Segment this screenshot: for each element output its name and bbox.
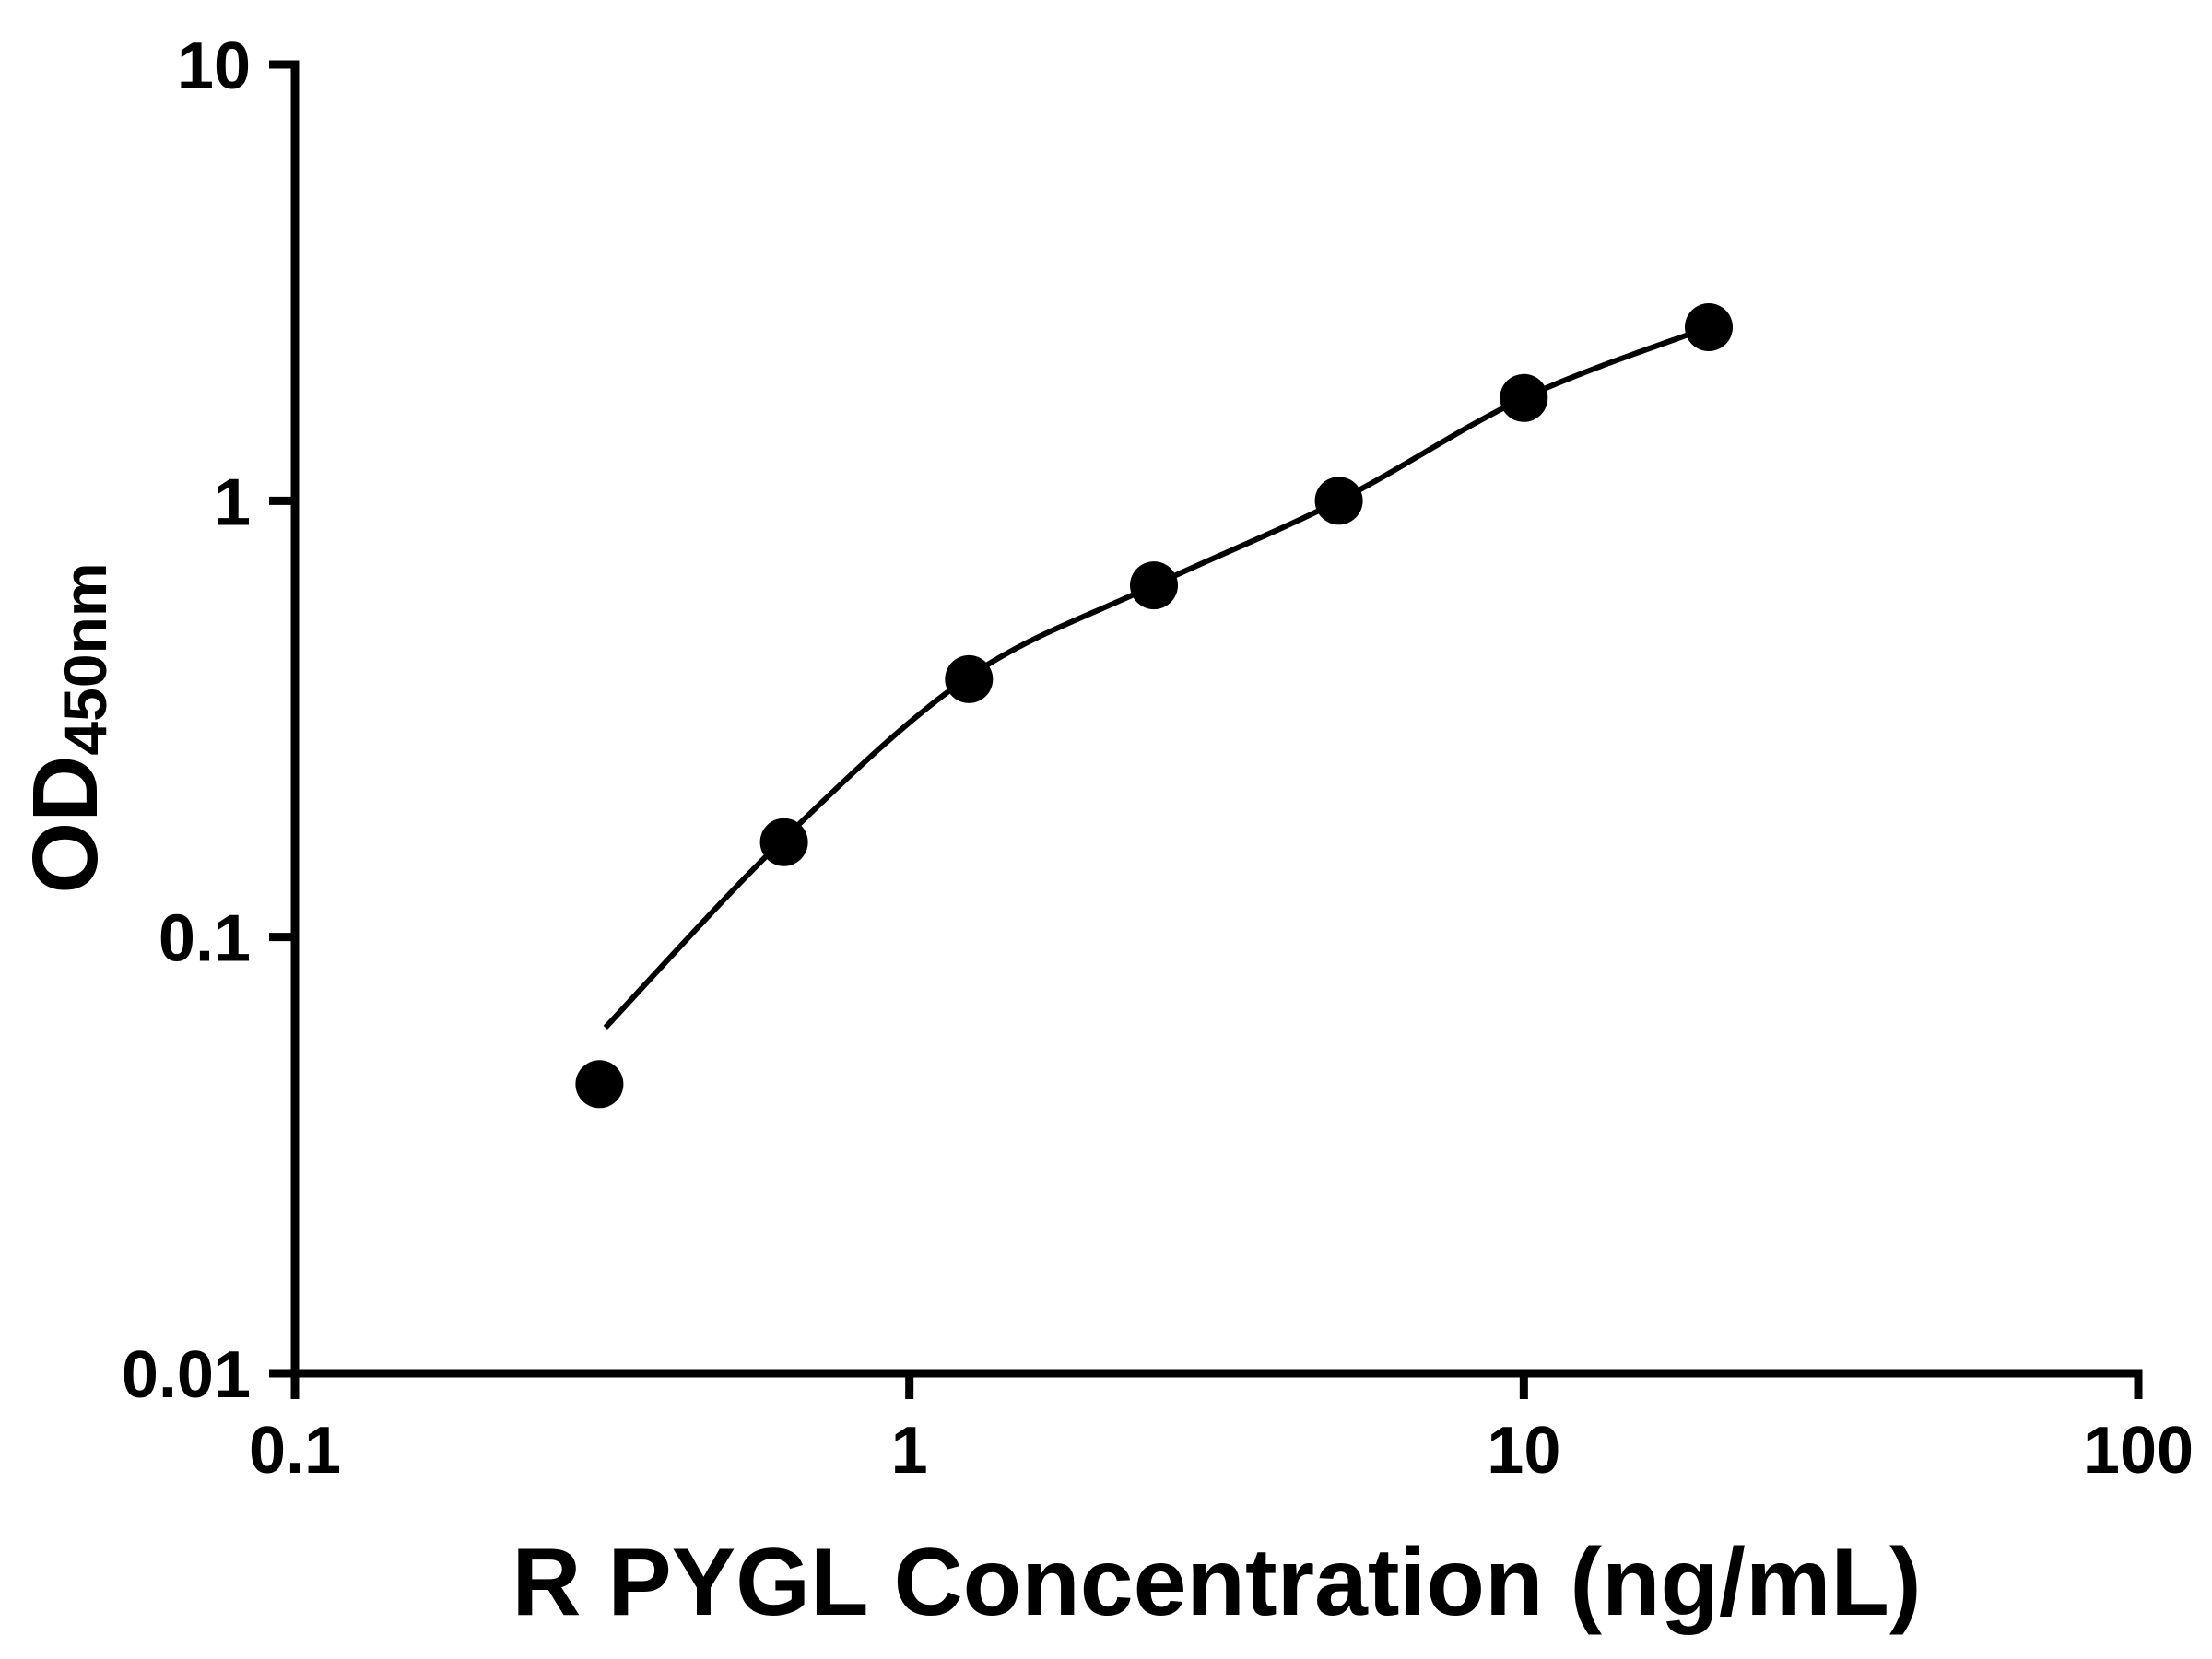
x-tick-label: 100 — [2083, 1414, 2194, 1488]
y-axis-label: OD450nm — [14, 562, 119, 893]
y-tick-label: 0.1 — [159, 902, 251, 976]
axis-ticks — [269, 60, 2143, 1399]
data-point — [759, 818, 808, 866]
y-axis-label-main: OD — [14, 756, 117, 894]
y-tick-label: 1 — [214, 465, 251, 539]
data-point — [945, 654, 994, 703]
y-axis-label-sub: 450nm — [51, 562, 119, 755]
x-tick-label: 10 — [1487, 1414, 1560, 1488]
data-point — [575, 1060, 624, 1109]
data-point — [1314, 477, 1363, 525]
data-point — [1685, 303, 1733, 351]
fit-curve — [603, 324, 1711, 1030]
y-tick-label: 0.01 — [122, 1338, 251, 1412]
data-points — [575, 303, 1733, 1109]
x-tick-label: 1 — [891, 1414, 928, 1488]
data-point — [1130, 561, 1178, 610]
x-axis-label: R PYGL Concentration (ng/mL) — [512, 1529, 1921, 1636]
data-point — [1500, 373, 1548, 422]
y-tick-label: 10 — [177, 29, 251, 103]
x-tick-label: 0.1 — [249, 1414, 341, 1488]
axes — [290, 60, 2143, 1378]
